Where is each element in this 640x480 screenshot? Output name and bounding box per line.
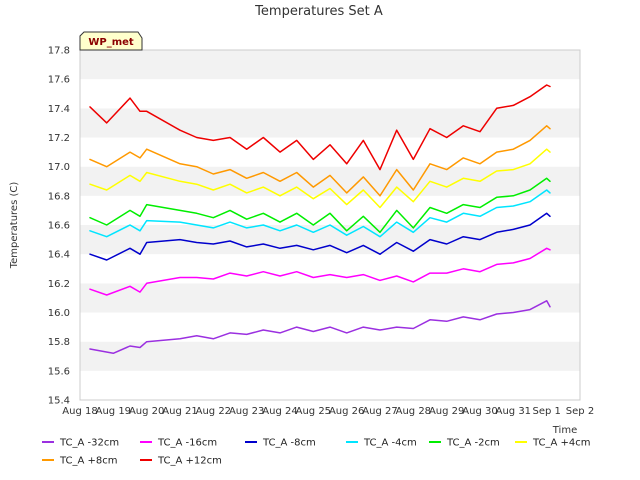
y-tick-label: 17.0 xyxy=(48,162,70,173)
legend-label: TC_A -2cm xyxy=(446,438,500,449)
x-axis-label: Time xyxy=(552,425,577,436)
x-tick-label: Aug 20 xyxy=(129,406,164,417)
y-tick-label: 16.8 xyxy=(48,191,70,202)
y-tick-label: 16.0 xyxy=(48,308,70,319)
series-line xyxy=(89,148,551,209)
x-tick-label: Aug 19 xyxy=(96,406,131,417)
series-line xyxy=(89,189,551,238)
legend-label: TC_A -8cm xyxy=(262,438,316,449)
series-line xyxy=(89,84,551,171)
x-tick-label: Sep 2 xyxy=(566,406,594,417)
x-tick-label: Aug 18 xyxy=(62,406,97,417)
y-tick-label: 17.8 xyxy=(48,46,70,57)
plot-frame xyxy=(79,49,581,401)
x-tick-label: Aug 25 xyxy=(296,406,331,417)
grid-band xyxy=(80,225,580,255)
series-line xyxy=(89,212,551,261)
series-lines xyxy=(89,84,551,355)
grid-bands xyxy=(80,50,580,400)
y-tick-label: 15.8 xyxy=(48,337,70,348)
x-tick-label: Aug 27 xyxy=(362,406,397,417)
y-axis-label: Temperatures (C) xyxy=(9,182,20,270)
chart-title: Temperatures Set A xyxy=(254,4,383,19)
x-tick-label: Aug 28 xyxy=(396,406,431,417)
y-axis-ticks: 15.4 15.6 15.8 16.0 16.2 16.4 16.6 16.8 17.0 17.2… xyxy=(48,46,70,407)
grid-band xyxy=(80,283,580,313)
legend-label: TC_A +12cm xyxy=(157,456,222,467)
y-tick-label: 16.6 xyxy=(48,221,70,232)
y-tick-label: 17.2 xyxy=(48,133,70,144)
x-tick-label: Aug 30 xyxy=(462,406,497,417)
grid-band xyxy=(80,370,580,400)
x-tick-label: Aug 22 xyxy=(196,406,231,417)
series-line xyxy=(89,125,551,197)
legend-label: TC_A -32cm xyxy=(59,438,119,449)
x-tick-label: Aug 29 xyxy=(429,406,464,417)
grid-band xyxy=(80,79,580,109)
grid-band xyxy=(80,50,580,80)
x-tick-label: Aug 26 xyxy=(329,406,364,417)
x-tick-label: Aug 24 xyxy=(262,406,297,417)
legend-label: TC_A -16cm xyxy=(157,438,217,449)
y-tick-label: 15.4 xyxy=(48,396,70,407)
legend-label: TC_A +8cm xyxy=(59,456,118,467)
grid-band xyxy=(80,195,580,225)
y-tick-label: 17.6 xyxy=(48,75,70,86)
legend-label: TC_A +4cm xyxy=(532,438,591,449)
badge-label: WP_met xyxy=(88,37,134,48)
grid-band xyxy=(80,108,580,138)
x-tick-label: Aug 31 xyxy=(496,406,531,417)
x-tick-label: Aug 21 xyxy=(162,406,197,417)
y-tick-label: 17.4 xyxy=(48,104,70,115)
series-line xyxy=(89,300,551,355)
y-tick-label: 16.4 xyxy=(48,250,70,261)
wp-met-badge: WP_met xyxy=(79,31,143,51)
grid-band xyxy=(80,254,580,284)
series-line xyxy=(89,177,551,234)
series-line xyxy=(89,247,551,296)
x-tick-label: Sep 1 xyxy=(532,406,560,417)
legend: TC_A -32cm TC_A -16cm TC_A -8cm TC_A -4cm TC… xyxy=(42,438,591,467)
legend-label: TC_A -4cm xyxy=(363,438,417,449)
y-tick-label: 16.2 xyxy=(48,279,70,290)
grid-band xyxy=(80,341,580,371)
y-tick-label: 15.6 xyxy=(48,366,70,377)
x-tick-label: Aug 23 xyxy=(229,406,264,417)
